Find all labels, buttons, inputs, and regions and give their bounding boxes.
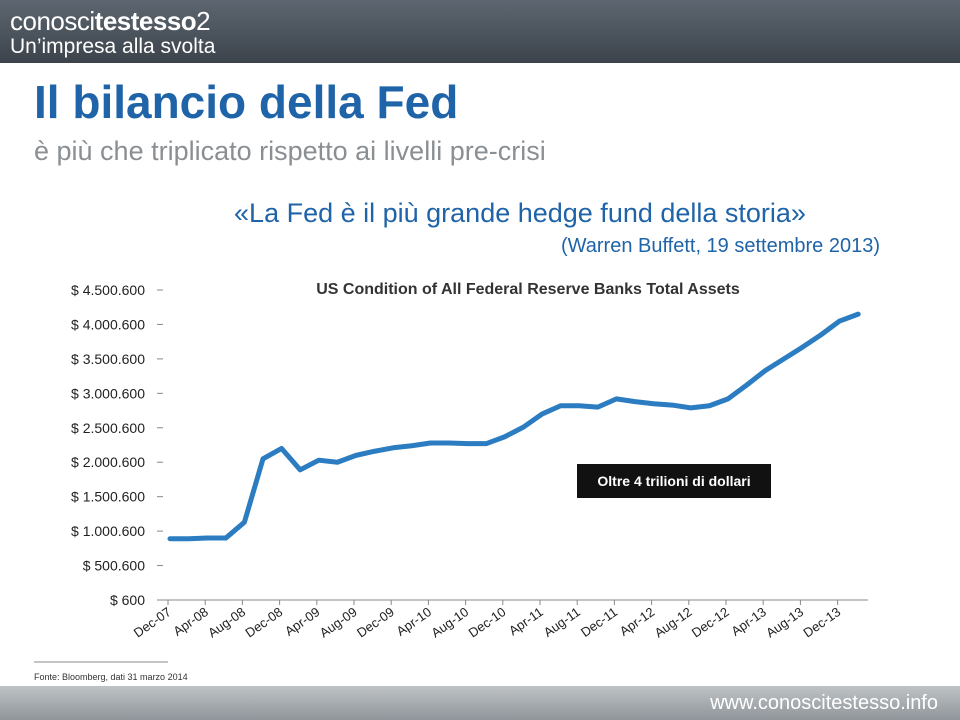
x-tick-label: Dec-10 <box>466 604 509 640</box>
y-tick-label: $ 3.500.600 <box>71 351 145 367</box>
x-tick-label: Apr-10 <box>394 604 435 639</box>
x-tick-label: Apr-08 <box>170 604 211 639</box>
footer-url: www.conoscitestesso.info <box>710 692 938 714</box>
brand-text: conosci <box>10 6 95 36</box>
quote: «La Fed è il più grande hedge fund della… <box>234 198 806 228</box>
brand-text: testesso <box>94 6 197 36</box>
annotation: Oltre 4 trilioni di dollari <box>597 473 750 489</box>
y-tick-label: $ 500.600 <box>83 558 145 574</box>
x-tick-label: Dec-13 <box>800 604 843 640</box>
y-tick-label: $ 3.000.600 <box>71 385 145 401</box>
x-tick-label: Dec-12 <box>689 604 732 640</box>
brand: conoscitestesso2 <box>10 6 211 37</box>
x-tick-label: Aug-13 <box>763 604 806 640</box>
y-tick-label: $ 600 <box>110 592 145 608</box>
x-tick-label: Aug-08 <box>205 604 248 640</box>
header-bar: conoscitestesso2 Un’impresa alla svolta <box>0 0 960 63</box>
footer-bar: www.conoscitestesso.info <box>0 686 960 720</box>
x-tick-label: Dec-07 <box>131 604 174 640</box>
slide-subtitle: è più che triplicato rispetto ai livelli… <box>34 136 546 166</box>
y-tick-label: $ 4.500.600 <box>71 282 145 298</box>
slide-title: Il bilancio della Fed <box>34 76 458 128</box>
x-tick-label: Apr-13 <box>728 604 769 639</box>
y-tick-label: $ 1.500.600 <box>71 489 145 505</box>
x-tick-label: Apr-09 <box>282 604 323 639</box>
x-tick-label: Apr-12 <box>617 604 658 639</box>
y-tick-label: $ 4.000.600 <box>71 316 145 332</box>
x-tick-label: Dec-11 <box>578 604 620 640</box>
x-tick-label: Aug-11 <box>541 604 583 640</box>
annotation-box <box>577 464 771 498</box>
x-tick-label: Dec-09 <box>354 604 397 640</box>
quote-attribution: (Warren Buffett, 19 settembre 2013) <box>561 235 880 257</box>
x-tick-label: Dec-08 <box>242 604 285 640</box>
x-tick-label: Apr-11 <box>506 604 546 638</box>
chart-title: US Condition of All Federal Reserve Bank… <box>316 281 740 298</box>
x-tick-label: Aug-09 <box>317 604 360 640</box>
y-tick-label: $ 2.000.600 <box>71 454 145 470</box>
tagline: Un’impresa alla svolta <box>10 35 216 58</box>
brand-text: 2 <box>196 6 211 36</box>
x-tick-label: Aug-10 <box>428 604 471 640</box>
chart: Il bilancio della Fed è più che triplica… <box>34 76 880 682</box>
footnote: Fonte: Bloomberg, dati 31 marzo 2014 <box>34 672 188 682</box>
y-tick-label: $ 2.500.600 <box>71 420 145 436</box>
x-tick-label: Aug-12 <box>652 604 695 640</box>
y-tick-label: $ 1.000.600 <box>71 523 145 539</box>
line-series <box>167 311 861 542</box>
